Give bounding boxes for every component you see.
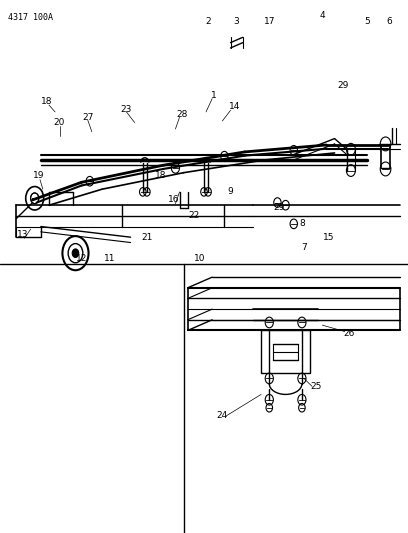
Text: 6: 6	[387, 17, 392, 26]
Text: 22: 22	[188, 212, 200, 220]
Text: 3: 3	[234, 17, 239, 26]
Text: 21: 21	[141, 233, 153, 241]
Text: 4317 100A: 4317 100A	[8, 13, 53, 22]
Text: 8: 8	[299, 220, 305, 228]
Text: 13: 13	[17, 230, 28, 239]
Text: 29: 29	[337, 81, 348, 90]
Text: 5: 5	[364, 17, 370, 26]
Text: 14: 14	[229, 102, 240, 111]
Text: 18: 18	[155, 172, 167, 180]
Text: 23: 23	[121, 105, 132, 114]
Text: 1: 1	[211, 92, 217, 100]
Text: 28: 28	[176, 110, 187, 119]
Text: 10: 10	[194, 254, 206, 263]
Text: 17: 17	[264, 17, 275, 26]
Text: 20: 20	[53, 118, 65, 127]
Text: 11: 11	[104, 254, 116, 263]
Circle shape	[72, 249, 79, 257]
Text: 16: 16	[168, 196, 179, 204]
Text: 24: 24	[217, 411, 228, 420]
Text: 26: 26	[343, 329, 355, 337]
Text: 29: 29	[274, 204, 285, 212]
Text: 15: 15	[323, 233, 334, 241]
Text: 2: 2	[205, 17, 211, 26]
Text: 12: 12	[76, 254, 87, 263]
Text: 19: 19	[33, 172, 44, 180]
Text: 25: 25	[310, 382, 322, 391]
Text: 4: 4	[319, 12, 325, 20]
Text: 9: 9	[228, 188, 233, 196]
Text: 27: 27	[82, 113, 93, 122]
Text: 18: 18	[41, 97, 53, 106]
Text: 7: 7	[301, 244, 307, 252]
